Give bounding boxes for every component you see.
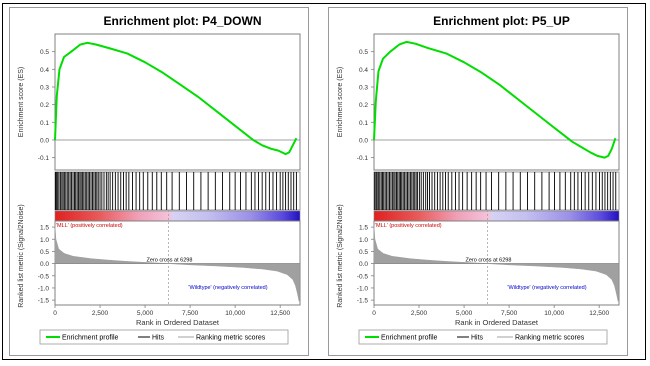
xtick-label: 2,500 <box>411 310 428 317</box>
negative-correlation-label: 'Wildtype' (negatively correlated) <box>507 285 586 291</box>
legend-enrichment-label: Enrichment profile <box>381 335 438 342</box>
metric-ytick-label: -1.5 <box>357 298 369 305</box>
xtick-label: 5,000 <box>137 310 154 317</box>
positive-correlation-label: 'MLL' (positively correlated) <box>375 223 442 229</box>
chart-title: Enrichment plot: P5_UP <box>433 14 570 28</box>
es-ylabel: Enrichment score (ES) <box>337 67 344 137</box>
metric-ytick-label: -1.0 <box>357 285 369 292</box>
zero-cross-label: Zero cross at 6298 <box>147 258 193 264</box>
enrichment-profile-line <box>373 40 617 159</box>
metric-ytick-label: 1.0 <box>359 237 368 244</box>
xtick-label: 10,000 <box>544 310 564 317</box>
es-ylabel: Enrichment score (ES) <box>18 67 25 137</box>
xtick-label: 7,500 <box>501 310 518 317</box>
xtick-label: 0 <box>372 310 376 317</box>
metric-ytick-label: -0.5 <box>38 273 50 280</box>
es-ytick-label: 0.1 <box>359 120 368 127</box>
negative-correlation-label: 'Wildtype' (negatively correlated) <box>188 285 267 291</box>
metric-ytick-label: 1.0 <box>40 237 49 244</box>
es-ytick-label: 0.0 <box>359 137 368 144</box>
xtick-label: 10,000 <box>225 310 245 317</box>
rank-color-bar <box>54 210 301 222</box>
positive-correlation-label: 'MLL' (positively correlated) <box>56 223 123 229</box>
metric-ylabel: Ranked list metric (Signal2Noise) <box>337 204 344 307</box>
legend-metric-label: Ranking metric scores <box>196 335 266 342</box>
x-axis-label: Rank in Ordered Dataset <box>455 318 539 327</box>
metric-ytick-label: 0.0 <box>359 261 368 268</box>
metric-ytick-label: -1.0 <box>38 285 50 292</box>
es-plot-area <box>373 33 620 171</box>
es-ytick-label: 0.2 <box>40 102 49 109</box>
es-ytick-label: -0.1 <box>357 155 369 162</box>
enrichment-plot-panel: Enrichment plot: P5_UP 0.5 0.4 0.3 0.2 0.1 0.0… <box>328 7 628 356</box>
es-ytick-label: 0.5 <box>359 49 368 56</box>
metric-ylabel: Ranked list metric (Signal2Noise) <box>18 204 25 307</box>
zero-cross-label: Zero cross at 6298 <box>466 258 512 264</box>
chart-title: Enrichment plot: P4_DOWN <box>103 14 261 28</box>
metric-ytick-label: 1.5 <box>359 225 368 232</box>
metric-ytick-label: -0.5 <box>357 273 369 280</box>
es-ytick-label: 0.3 <box>359 84 368 91</box>
legend-hits-label: Hits <box>471 335 484 342</box>
es-ytick-label: 0.0 <box>40 137 49 144</box>
es-ytick-label: 0.4 <box>359 67 368 74</box>
xtick-label: 5,000 <box>456 310 473 317</box>
metric-ytick-label: -1.5 <box>38 298 50 305</box>
xtick-label: 7,500 <box>182 310 199 317</box>
metric-ytick-label: 0.5 <box>40 249 49 256</box>
metric-ytick-label: 0.0 <box>40 261 49 268</box>
xtick-label: 12,500 <box>270 310 290 317</box>
es-ytick-label: 0.1 <box>40 120 49 127</box>
enrichment-plot-panel: Enrichment plot: P4_DOWN 0.5 0.4 0.3 0.2 0.1 0… <box>9 7 309 356</box>
enrichment-profile-line <box>54 41 298 156</box>
es-plot-area <box>54 33 301 171</box>
enrichment-plot-svg: Enrichment plot: P5_UP 0.5 0.4 0.3 0.2 0.1 0.0… <box>337 14 620 345</box>
xtick-label: 0 <box>53 310 57 317</box>
es-ytick-label: 0.4 <box>40 67 49 74</box>
enrichment-plot-svg: Enrichment plot: P4_DOWN 0.5 0.4 0.3 0.2 0.1 0… <box>18 14 301 345</box>
metric-ytick-label: 0.5 <box>359 249 368 256</box>
es-ytick-label: 0.3 <box>40 84 49 91</box>
es-ytick-label: 0.2 <box>359 102 368 109</box>
legend-metric-label: Ranking metric scores <box>515 335 585 342</box>
legend-enrichment-label: Enrichment profile <box>62 335 119 342</box>
xtick-label: 12,500 <box>589 310 609 317</box>
es-ytick-label: 0.5 <box>40 49 49 56</box>
xtick-label: 2,500 <box>92 310 109 317</box>
legend-box <box>358 329 608 345</box>
legend-hits-label: Hits <box>152 335 165 342</box>
hits-area <box>54 171 301 211</box>
rank-color-bar <box>373 210 620 222</box>
legend-box <box>39 329 289 345</box>
es-ytick-label: -0.1 <box>38 155 50 162</box>
metric-ytick-label: 1.5 <box>40 225 49 232</box>
x-axis-label: Rank in Ordered Dataset <box>136 318 220 327</box>
